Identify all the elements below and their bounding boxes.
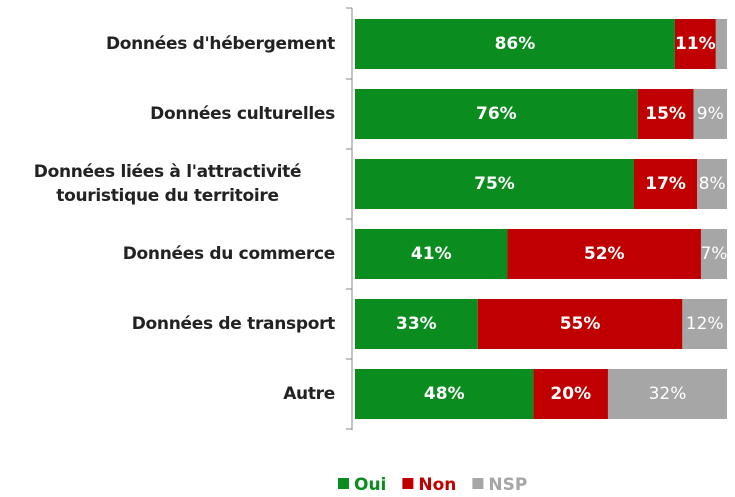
- bar-segment: [355, 229, 508, 279]
- value-label: 32%: [649, 384, 687, 404]
- value-label: 20%: [550, 384, 591, 404]
- bar-segment: [637, 89, 694, 139]
- category-label: Données culturelles: [150, 104, 335, 124]
- bar-segment: [355, 19, 675, 69]
- bar-segment: [507, 229, 701, 279]
- bar-segment: [674, 19, 716, 69]
- value-label: 76%: [476, 104, 517, 124]
- category-label: Données d'hébergement: [105, 34, 335, 54]
- bar-segment: [607, 369, 727, 419]
- value-label: 86%: [495, 34, 536, 54]
- value-label: 9%: [697, 104, 724, 124]
- category-label: Données du commerce: [122, 244, 336, 264]
- bar-segment: [355, 369, 534, 419]
- bar-segment: [533, 369, 608, 419]
- value-label: 52%: [584, 244, 625, 264]
- value-label: 48%: [424, 384, 465, 404]
- bar-segment: [693, 89, 727, 139]
- legend-swatch: [402, 478, 414, 489]
- legend-label: NSP: [488, 475, 527, 495]
- value-label: 7%: [700, 244, 727, 264]
- value-label: 15%: [645, 104, 686, 124]
- legend-swatch: [472, 478, 484, 489]
- value-label: 33%: [396, 314, 437, 334]
- bar-segment: [355, 299, 478, 349]
- bar-segment: [634, 159, 698, 209]
- legend-swatch: [338, 478, 349, 489]
- bar-segment: [477, 299, 683, 349]
- bar-segment: [355, 89, 638, 139]
- legend-label: Non: [418, 475, 456, 495]
- value-label: 75%: [474, 174, 515, 194]
- bar-segment: [700, 229, 727, 279]
- category-label: Autre: [283, 384, 335, 404]
- value-label: 11%: [675, 34, 716, 54]
- value-label: 8%: [699, 174, 726, 194]
- bar-segment: [682, 299, 727, 349]
- bar-segment: [715, 19, 727, 69]
- category-label: Données de transport: [131, 314, 336, 334]
- value-label: 55%: [560, 314, 601, 334]
- bar-segment: [355, 159, 634, 209]
- value-label: 17%: [645, 174, 686, 194]
- value-label: 12%: [686, 314, 724, 334]
- bar-segment: [697, 159, 727, 209]
- legend-label: Oui: [354, 475, 386, 495]
- value-label: 41%: [411, 244, 452, 264]
- category-label: Données liées à l'attractivité touristiq…: [33, 162, 302, 206]
